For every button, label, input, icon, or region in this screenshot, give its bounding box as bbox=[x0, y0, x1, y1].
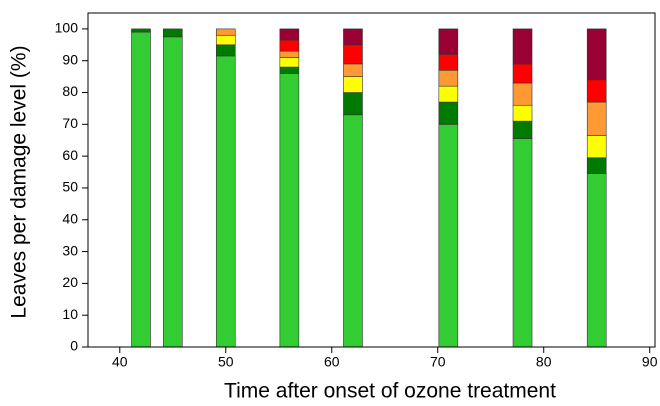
y-tick-label: 40 bbox=[62, 210, 78, 226]
x-tick-label: 40 bbox=[112, 354, 128, 370]
bar-segment bbox=[586, 101, 607, 136]
bar-segment bbox=[586, 173, 607, 348]
y-tick-label: 80 bbox=[62, 83, 78, 99]
y-tick-label: 0 bbox=[70, 338, 78, 354]
bar-segment bbox=[215, 34, 236, 46]
bar-segment bbox=[162, 36, 183, 348]
bar-segment bbox=[512, 28, 533, 65]
y-tick-label: 90 bbox=[62, 51, 78, 67]
bar-segment bbox=[438, 85, 459, 103]
bar-segment bbox=[215, 44, 236, 57]
plot-frame bbox=[87, 12, 656, 348]
bar-segment bbox=[512, 138, 533, 348]
y-tick-label: 60 bbox=[62, 147, 78, 163]
bar-segment bbox=[512, 63, 533, 84]
bar-segment bbox=[586, 135, 607, 159]
bar-segment bbox=[343, 114, 363, 348]
x-tick-label: 50 bbox=[218, 354, 234, 370]
bar-segment bbox=[586, 28, 607, 81]
bar-segment bbox=[438, 124, 459, 348]
bar-segment bbox=[438, 69, 459, 87]
bar-segment bbox=[343, 92, 363, 116]
bar-segment bbox=[279, 50, 300, 58]
y-tick-label: 50 bbox=[62, 179, 78, 195]
x-tick-label: 80 bbox=[536, 354, 552, 370]
bar-segment bbox=[215, 28, 236, 36]
y-tick-label: 30 bbox=[62, 242, 78, 258]
y-tick-label: 70 bbox=[62, 115, 78, 131]
bar-segment bbox=[279, 73, 300, 348]
x-tick-label: 60 bbox=[324, 354, 340, 370]
y-tick-label: 100 bbox=[55, 20, 79, 36]
bar-segment bbox=[343, 28, 363, 46]
bar-segment bbox=[343, 44, 363, 65]
bar-segment bbox=[131, 28, 151, 33]
bar-segment bbox=[279, 28, 300, 41]
bar-segment bbox=[586, 157, 607, 174]
bar-segment bbox=[131, 31, 151, 348]
bar-segment bbox=[279, 66, 300, 74]
x-tick-label: 90 bbox=[642, 354, 658, 370]
bar-segment bbox=[438, 101, 459, 125]
y-axis-label: Leaves per damage level (%) bbox=[8, 45, 31, 318]
bar-segment bbox=[215, 55, 236, 348]
bar-segment bbox=[512, 120, 533, 139]
bar-segment bbox=[438, 54, 459, 71]
bar-segment bbox=[512, 104, 533, 122]
bar-segment bbox=[343, 76, 363, 93]
x-tick-label: 70 bbox=[430, 354, 446, 370]
bar-segment bbox=[162, 28, 183, 38]
y-tick-label: 10 bbox=[62, 306, 78, 322]
bar-segment bbox=[512, 82, 533, 106]
bar-segment bbox=[279, 57, 300, 68]
x-axis-label: Time after onset of ozone treatment bbox=[224, 380, 556, 403]
bar-segment bbox=[279, 39, 300, 52]
bar-segment bbox=[438, 28, 459, 55]
bar-segment bbox=[343, 63, 363, 77]
bar-segment bbox=[586, 79, 607, 103]
y-tick-label: 20 bbox=[62, 274, 78, 290]
